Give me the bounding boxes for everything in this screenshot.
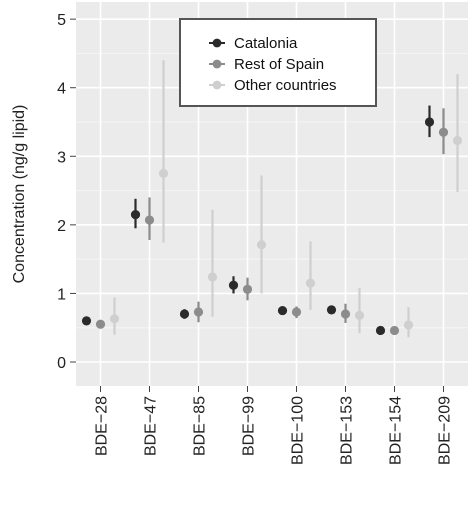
data-point: [228, 280, 239, 290]
data-point: [256, 240, 267, 250]
data-point: [438, 127, 449, 137]
data-point: [109, 314, 120, 324]
data-point: [305, 278, 316, 288]
data-point: [403, 320, 414, 330]
x-tick-label: BDE−153: [339, 396, 356, 465]
data-point: [389, 325, 400, 336]
y-tick-label: 4: [57, 81, 66, 98]
x-tick-label: BDE−28: [94, 396, 111, 456]
x-tick-label: BDE−100: [290, 396, 307, 465]
legend-box: [179, 18, 377, 107]
y-axis-title: Concentration (ng/g lipid): [11, 105, 28, 284]
data-point: [95, 319, 106, 329]
data-point: [354, 310, 365, 320]
data-point: [375, 325, 386, 336]
x-tick-label: BDE−85: [192, 396, 209, 456]
x-tick-label: BDE−209: [437, 396, 454, 465]
data-point: [158, 168, 169, 179]
data-point: [179, 309, 190, 319]
x-tick-label: BDE−154: [388, 396, 405, 465]
legend-label: Other countries: [234, 77, 337, 94]
data-point: [193, 307, 204, 317]
data-point: [291, 307, 302, 317]
data-point: [81, 316, 92, 326]
legend-key-point: [212, 80, 222, 90]
y-tick-label: 5: [57, 12, 66, 29]
data-point: [130, 209, 141, 220]
legend-label: Rest of Spain: [234, 56, 324, 73]
data-point: [326, 305, 337, 315]
data-point: [424, 117, 435, 127]
y-tick-label: 1: [57, 286, 66, 303]
y-tick-label: 2: [57, 218, 66, 235]
data-point: [277, 305, 288, 316]
data-point: [242, 284, 253, 294]
y-tick-label: 0: [57, 355, 66, 372]
x-tick-label: BDE−47: [143, 396, 160, 456]
data-point: [144, 215, 155, 225]
data-point: [207, 272, 218, 282]
y-tick-label: 3: [57, 149, 66, 166]
legend-key-point: [212, 59, 222, 69]
legend-label: Catalonia: [234, 35, 298, 52]
legend-key-point: [212, 38, 222, 48]
data-point: [340, 309, 351, 319]
x-tick-label: BDE−99: [241, 396, 258, 456]
data-point: [452, 135, 463, 146]
